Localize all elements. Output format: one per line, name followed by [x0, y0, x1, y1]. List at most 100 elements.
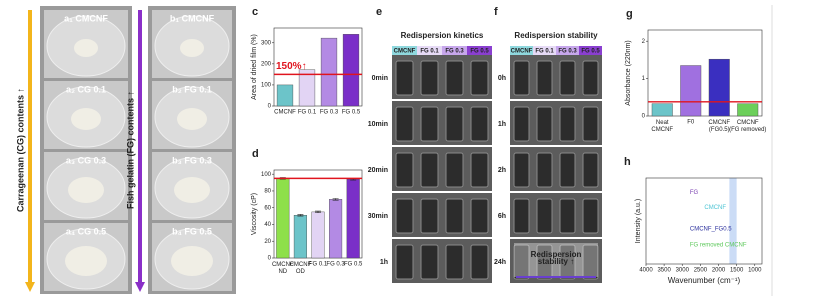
y-axis-label: Absorbance (220nm) — [625, 40, 632, 105]
bar — [276, 84, 294, 107]
vial — [470, 198, 489, 234]
vial — [582, 198, 599, 234]
annotation: 150%↑ — [276, 61, 307, 72]
vial — [445, 60, 464, 96]
letter: c — [252, 6, 258, 18]
vial — [395, 152, 414, 188]
x-axis-label: Wavenumber (cm⁻¹) — [668, 276, 741, 285]
y-tick-label: 0 — [268, 256, 272, 262]
plot-frame — [647, 29, 763, 117]
photo-label: a₃ CG 0.3 — [66, 155, 106, 165]
column-header — [510, 46, 533, 55]
series-label: CMCNF — [704, 205, 726, 211]
vial — [536, 106, 553, 142]
column-header — [556, 46, 579, 55]
x-tick-label: F0 — [687, 120, 695, 126]
row-label: 1h — [498, 121, 506, 128]
y-tick-label: 0 — [268, 104, 272, 110]
error-bar — [315, 210, 321, 214]
vial — [559, 152, 576, 188]
sample — [68, 177, 104, 203]
y-tick-label: 80 — [264, 189, 271, 195]
bar — [342, 34, 360, 107]
bar — [346, 179, 360, 259]
column-label: CMCNF — [511, 49, 533, 55]
error-bar — [297, 214, 304, 217]
annotation-bg — [514, 243, 598, 277]
series-label: FG — [690, 190, 699, 196]
y-tick-label: 20 — [264, 239, 271, 245]
vial — [559, 244, 576, 280]
x-tick-label: FG 0.3 — [326, 262, 345, 268]
x-tick-label: 4000 — [639, 268, 653, 274]
arrow-head — [135, 282, 145, 292]
vial — [513, 152, 530, 188]
bar — [329, 199, 343, 259]
row-label: 0min — [372, 75, 388, 82]
vial — [420, 198, 439, 234]
photo-label: b₁ CMCNF — [170, 13, 215, 23]
vial — [536, 152, 553, 188]
photo-label: a₄ CG 0.5 — [66, 226, 106, 236]
y-tick-label: 200 — [261, 61, 272, 67]
column-label: FG 0.5 — [581, 49, 600, 55]
row-label: 2h — [498, 167, 506, 174]
x-tick-label: FG 0.5 — [344, 262, 363, 268]
column-label: FG 0.5 — [470, 49, 489, 55]
x-tick-label: CMCNF — [274, 110, 296, 116]
vial — [395, 60, 414, 96]
x-tick-label: 1000 — [748, 268, 762, 274]
x-tick-label: CMCNF ND — [272, 262, 294, 275]
vial — [420, 60, 439, 96]
bar — [737, 103, 759, 117]
vial — [536, 244, 553, 280]
photo-label: b₄ FG 0.5 — [172, 226, 212, 236]
y-tick-label: 300 — [261, 40, 272, 46]
bar — [320, 37, 338, 107]
bar — [276, 178, 290, 259]
bar — [680, 65, 702, 117]
plot-frame — [645, 177, 763, 265]
vial — [559, 106, 576, 142]
sample — [177, 108, 207, 130]
bar — [651, 103, 673, 117]
column-header — [392, 46, 417, 55]
letter: g — [626, 8, 633, 20]
y-tick-label: 40 — [264, 222, 271, 228]
row-label: 20min — [368, 167, 388, 174]
column-header — [533, 46, 556, 55]
sample — [71, 108, 101, 130]
y-axis-label: Intensity (a.u.) — [635, 199, 642, 243]
vial — [420, 106, 439, 142]
y-tick-label: 0 — [642, 114, 646, 120]
vial — [470, 152, 489, 188]
vial — [395, 198, 414, 234]
vial — [445, 198, 464, 234]
vial — [582, 152, 599, 188]
column-header — [417, 46, 442, 55]
vial — [559, 60, 576, 96]
column-header — [579, 46, 602, 55]
y-tick-label: 100 — [261, 82, 272, 88]
column-label: CMCNF — [394, 49, 416, 55]
bar — [311, 211, 325, 259]
x-tick-label: CMCNF OD — [290, 262, 312, 275]
column-header — [442, 46, 467, 55]
y-axis-label: Area of dried film (%) — [251, 34, 258, 100]
sample — [174, 177, 210, 203]
error-bar — [332, 198, 339, 201]
vial — [559, 198, 576, 234]
vial — [420, 244, 439, 280]
x-tick-label: FG 0.5 — [342, 110, 361, 116]
x-tick-label: FG 0.1 — [309, 262, 328, 268]
vial — [445, 106, 464, 142]
photo-label: a₁ CMCNF — [64, 13, 108, 23]
y-tick-label: 2 — [642, 39, 646, 45]
vial — [536, 198, 553, 234]
axis-label: Carrageenan (CG) contents ↑ — [15, 88, 25, 212]
x-tick-label: CMCNF (FG0.5) — [708, 120, 730, 133]
y-axis-label: Viscosity (cP) — [251, 193, 258, 235]
y-tick-label: 100 — [261, 172, 272, 178]
bar — [708, 58, 730, 117]
